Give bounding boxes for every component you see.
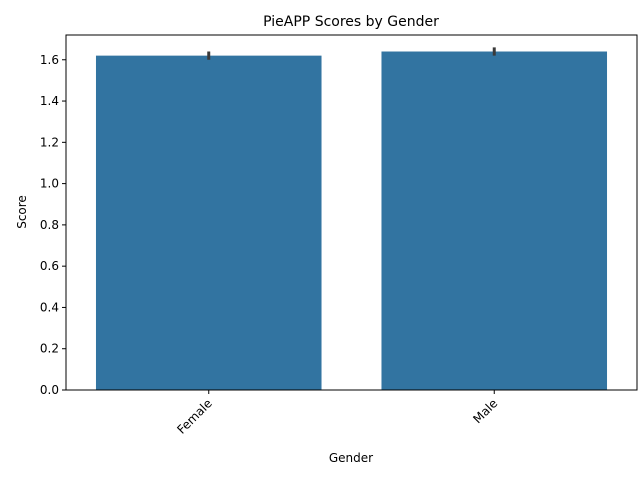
y-tick-label: 1.0 — [40, 177, 59, 191]
y-tick-label: 0.4 — [40, 300, 59, 314]
plot-frame — [65, 34, 638, 391]
bars-layer — [95, 51, 608, 391]
y-tick-label: 1.4 — [40, 94, 59, 108]
bar-female — [95, 55, 322, 391]
x-tick-label: Female — [174, 396, 215, 437]
y-tick-label: 1.2 — [40, 135, 59, 149]
y-tick-label: 0.2 — [40, 342, 59, 356]
y-tick-label: 0.6 — [40, 259, 59, 273]
y-tick-label: 1.6 — [40, 53, 59, 67]
error-bars-layer — [207, 47, 496, 60]
y-tick-label: 0.0 — [40, 383, 59, 397]
y-tick-label: 0.8 — [40, 218, 59, 232]
x-axis-label: Gender — [329, 451, 373, 465]
x-tick-label: Male — [470, 396, 500, 426]
bar-male — [381, 51, 608, 390]
y-axis-label: Score — [15, 195, 29, 229]
x-ticks-layer: Female Male — [174, 390, 500, 437]
chart-title: PieAPP Scores by Gender — [263, 14, 439, 30]
y-ticks-layer: 0.0 0.2 0.4 0.6 0.8 1.0 1.2 1.4 1.6 — [40, 53, 66, 397]
